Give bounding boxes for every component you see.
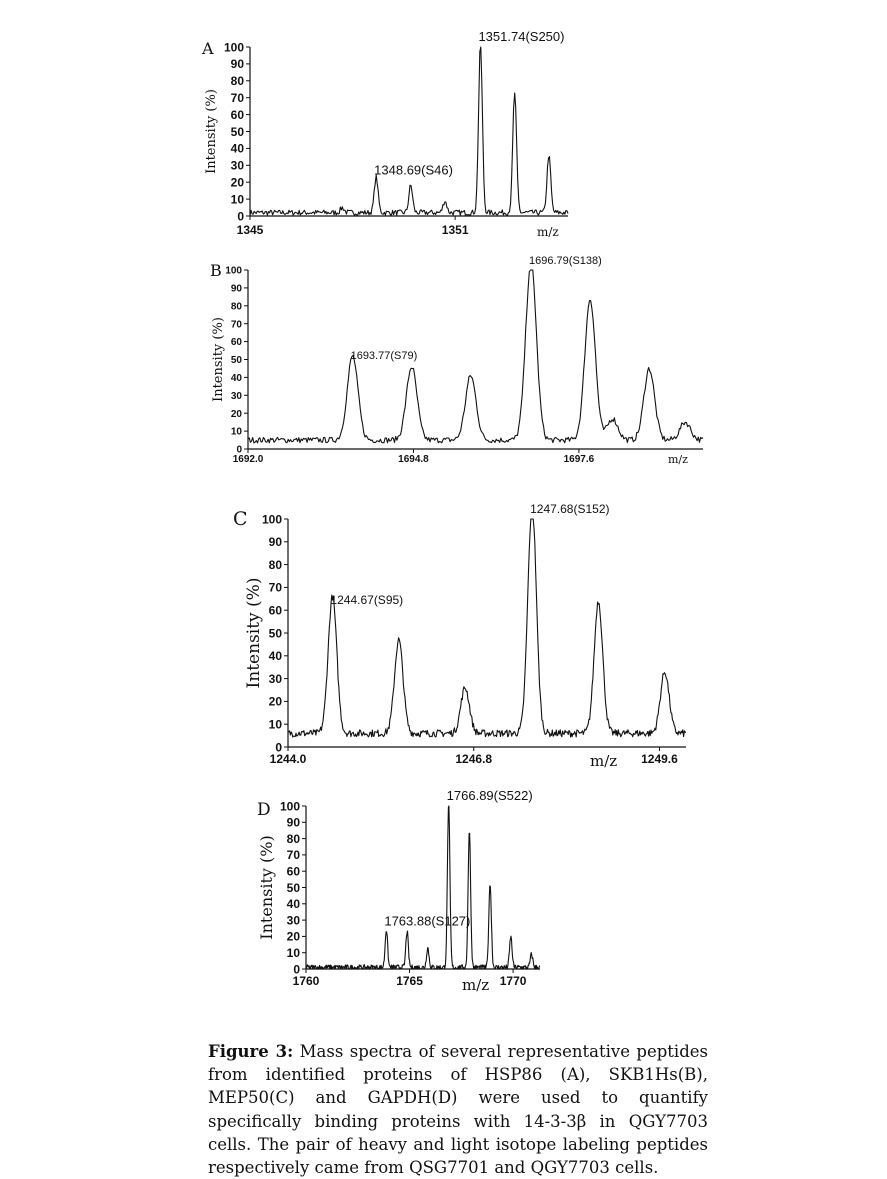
spectrum-trace xyxy=(305,805,541,970)
peak-label: 1766.89(S522) xyxy=(447,788,533,803)
y-tick-label: 70 xyxy=(231,319,243,330)
y-tick-label: 40 xyxy=(287,897,301,911)
y-tick-label: 20 xyxy=(287,930,301,944)
y-tick-label: 60 xyxy=(231,337,243,348)
peak-label: 1351.74(S250) xyxy=(478,29,564,44)
panel-letter: C xyxy=(233,508,248,530)
y-tick-label: 50 xyxy=(231,355,243,366)
y-tick-label: 30 xyxy=(231,159,245,173)
panel-letter: D xyxy=(257,800,271,820)
y-tick-label: 90 xyxy=(231,57,245,71)
x-tick-label: 1692.0 xyxy=(233,454,264,465)
y-tick-label: 60 xyxy=(269,604,283,618)
y-tick-label: 0 xyxy=(275,740,282,754)
y-tick-label: 50 xyxy=(269,626,283,640)
y-tick-label: 70 xyxy=(287,848,301,862)
y-tick-label: 60 xyxy=(287,865,301,879)
caption-label: Figure 3: xyxy=(208,1042,294,1061)
y-axis-label: Intensity (%) xyxy=(257,835,276,939)
y-tick-label: 100 xyxy=(224,40,244,54)
y-tick-label: 0 xyxy=(236,445,242,456)
peak-label: 1763.88(S127) xyxy=(384,914,470,929)
y-tick-label: 30 xyxy=(287,913,301,927)
x-axis-unit: m/z xyxy=(668,453,688,466)
y-tick-label: 100 xyxy=(280,799,300,813)
figure-caption: Figure 3: Mass spectra of several repres… xyxy=(208,1040,708,1179)
caption-text: Mass spectra of several representative p… xyxy=(208,1042,708,1178)
y-tick-label: 80 xyxy=(231,301,243,312)
peak-label: 1693.77(S79) xyxy=(351,350,418,362)
y-tick-label: 20 xyxy=(269,695,283,709)
y-tick-label: 70 xyxy=(269,581,283,595)
y-tick-label: 80 xyxy=(287,832,301,846)
x-axis-unit: m/z xyxy=(462,976,489,994)
x-axis-unit: m/z xyxy=(590,752,617,770)
y-tick-label: 60 xyxy=(231,108,245,122)
spectrum-trace xyxy=(287,518,687,738)
y-axis-label: Intensity (%) xyxy=(244,578,264,689)
x-tick-label: 1694.8 xyxy=(398,454,429,465)
y-tick-label: 20 xyxy=(231,176,245,190)
y-tick-label: 90 xyxy=(287,816,301,830)
y-tick-label: 90 xyxy=(269,535,283,549)
y-tick-label: 20 xyxy=(231,409,243,420)
x-tick-label: 1760 xyxy=(293,974,320,988)
spectrum-panel-a: A 0 10 20 30 40 50 60 70 80 90 100 1345 1351 Intensity… xyxy=(201,29,569,239)
spectrum-panel-d: D 0 10 20 30 40 50 60 70 80 90 100 1760 1765 1770 Inten… xyxy=(257,788,541,994)
peak-label: 1348.69(S46) xyxy=(374,163,453,178)
x-tick-label: 1246.8 xyxy=(455,752,492,766)
y-tick-label: 90 xyxy=(231,284,243,295)
y-tick-label: 10 xyxy=(269,718,283,732)
x-tick-label: 1765 xyxy=(396,974,423,988)
y-tick-label: 0 xyxy=(237,209,244,223)
y-tick-label: 10 xyxy=(287,946,301,960)
y-tick-label: 70 xyxy=(231,91,245,105)
peak-label: 1247.68(S152) xyxy=(530,502,609,516)
spectrum-trace xyxy=(247,269,704,444)
y-tick-label: 80 xyxy=(269,558,283,572)
peak-label: 1244.67(S95) xyxy=(330,593,403,607)
y-tick-label: 50 xyxy=(231,125,245,139)
y-axis-label: Intensity (%) xyxy=(204,89,219,174)
y-tick-label: 40 xyxy=(231,373,243,384)
y-tick-label: 100 xyxy=(262,512,282,526)
spectrum-panel-c: C 0 10 20 30 40 50 60 70 80 90 100 1244.0 1246.8 1249.… xyxy=(233,502,687,770)
y-tick-label: 40 xyxy=(231,142,245,156)
x-tick-label: 1345 xyxy=(237,223,264,237)
y-tick-label: 10 xyxy=(231,427,243,438)
y-tick-label: 80 xyxy=(231,74,245,88)
y-tick-label: 40 xyxy=(269,649,283,663)
y-tick-label: 0 xyxy=(293,962,300,976)
peak-label: 1696.79(S138) xyxy=(529,255,602,267)
y-tick-label: 10 xyxy=(231,192,245,206)
x-tick-label: 1244.0 xyxy=(270,752,307,766)
spectrum-panel-b: B 0 10 20 30 40 50 60 70 80 90 100 1692.0 1694.8 1697.… xyxy=(210,255,704,466)
y-axis-label: Intensity (%) xyxy=(211,317,226,402)
x-tick-label: 1770 xyxy=(500,974,527,988)
y-tick-label: 30 xyxy=(231,391,243,402)
y-tick-label: 100 xyxy=(225,266,242,277)
x-tick-label: 1249.6 xyxy=(641,752,678,766)
y-tick-label: 50 xyxy=(287,881,301,895)
panel-letter: B xyxy=(210,261,222,280)
panel-letter: A xyxy=(201,39,214,58)
y-tick-label: 30 xyxy=(269,672,283,686)
x-tick-label: 1351 xyxy=(442,223,469,237)
x-tick-label: 1697.6 xyxy=(564,454,595,465)
spectrum-trace xyxy=(249,46,569,216)
x-axis-unit: m/z xyxy=(537,225,559,239)
